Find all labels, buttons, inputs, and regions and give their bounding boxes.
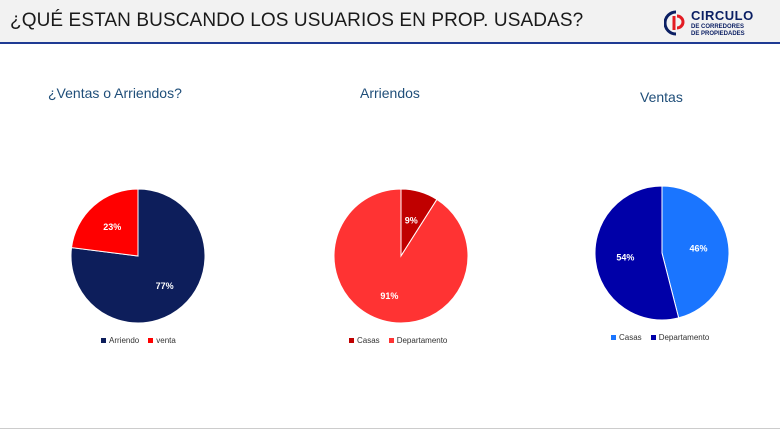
legend-label: Departamento (396, 336, 448, 345)
logo: CIRCULO DE CORREDORES DE PROPIEDADES (664, 8, 776, 40)
header-bar (0, 0, 780, 42)
pie-slice-departamento (333, 188, 469, 324)
legend-swatch (101, 338, 106, 343)
logo-mark-icon (664, 10, 685, 36)
data-label: 54% (616, 253, 634, 263)
chart-2-legend: Casas Departamento (349, 336, 447, 345)
data-label: 77% (156, 281, 174, 291)
data-label: 46% (690, 243, 708, 253)
legend-label: Departamento (658, 333, 710, 342)
pie-slice-casas (661, 185, 730, 319)
pie-slice-venta (70, 188, 139, 257)
chart-3-title: Ventas (640, 89, 683, 105)
data-label: 23% (103, 222, 121, 232)
data-label: 9% (405, 216, 418, 226)
chart-1-legend: Arriendo venta (101, 336, 176, 345)
pie-slice-departamento (594, 185, 680, 321)
legend-item-arriendo: Arriendo (101, 336, 139, 345)
legend-swatch (650, 335, 656, 340)
legend-label: Arriendo (109, 336, 140, 345)
chart-3-legend: Casas Departamento (611, 333, 709, 342)
legend-label: venta (156, 336, 176, 345)
legend-item-departamento: Departamento (388, 336, 448, 345)
chart-1-title: ¿Ventas o Arriendos? (48, 85, 182, 101)
legend-swatch (388, 338, 394, 343)
chart-2-title: Arriendos (360, 85, 420, 101)
legend-swatch (349, 338, 354, 343)
legend-item-casas: Casas (349, 336, 380, 345)
legend-item-casas: Casas (611, 333, 642, 342)
legend-swatch (148, 338, 154, 343)
legend-swatch (611, 335, 616, 340)
page-title: ¿QUÉ ESTAN BUSCANDO LOS USUARIOS EN PROP… (10, 10, 584, 31)
legend-item-departamento: Departamento (650, 333, 710, 342)
bottom-divider (0, 428, 780, 429)
legend-item-venta: venta (148, 336, 176, 345)
data-label: 91% (380, 291, 398, 301)
logo-subtitle-line-2: DE PROPIEDADES (691, 31, 745, 37)
legend-label: Casas (357, 336, 380, 345)
pie-slice-arriendo (70, 188, 206, 324)
legend-label: Casas (619, 333, 642, 342)
logo-name: CIRCULO (691, 8, 754, 23)
logo-subtitle-line-1: DE CORREDORES (691, 24, 745, 30)
header-divider (0, 42, 780, 44)
